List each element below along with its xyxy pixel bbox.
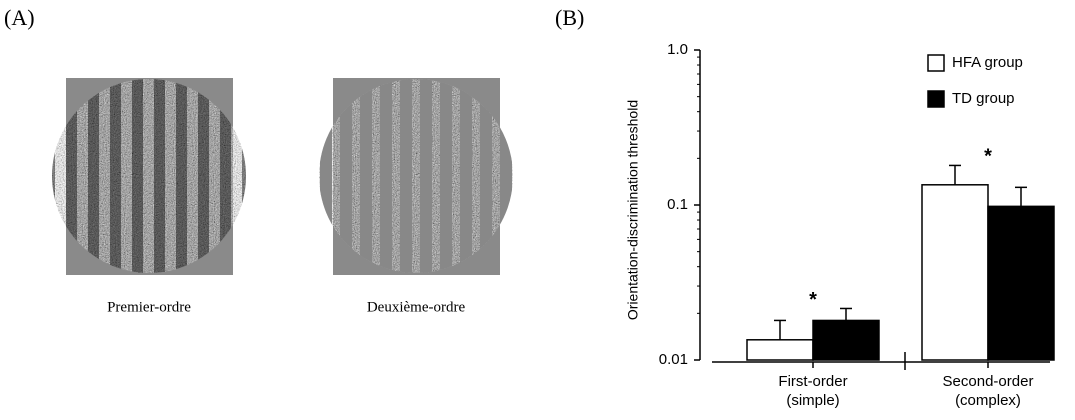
panel-label: (B) (555, 5, 584, 30)
bar (987, 205, 1055, 361)
legend-swatch (927, 54, 945, 72)
image-caption: Premier-ordre (107, 299, 191, 315)
significance-marker: * (809, 289, 817, 311)
stimulus-image (52, 78, 246, 275)
significance-marker: * (984, 146, 992, 168)
y-tick-label: 0.01 (659, 351, 688, 368)
panel-label: (A) (4, 5, 35, 30)
legend-swatch (927, 90, 945, 108)
y-tick-label: 0.1 (667, 196, 688, 213)
legend-label: HFA group (952, 54, 1023, 71)
legend-label: TD group (952, 90, 1015, 107)
bar (746, 339, 814, 361)
bar (921, 184, 989, 361)
image-caption: Deuxième-ordre (367, 299, 466, 315)
stimulus-image (319, 78, 513, 275)
x-tick-label: First-order (simple) (778, 373, 848, 409)
x-tick-label: Second-order (complex) (942, 373, 1034, 409)
bar (812, 319, 880, 361)
y-tick-label: 1.0 (667, 41, 688, 58)
y-axis-label: Orientation-discrimination threshold (625, 100, 641, 320)
